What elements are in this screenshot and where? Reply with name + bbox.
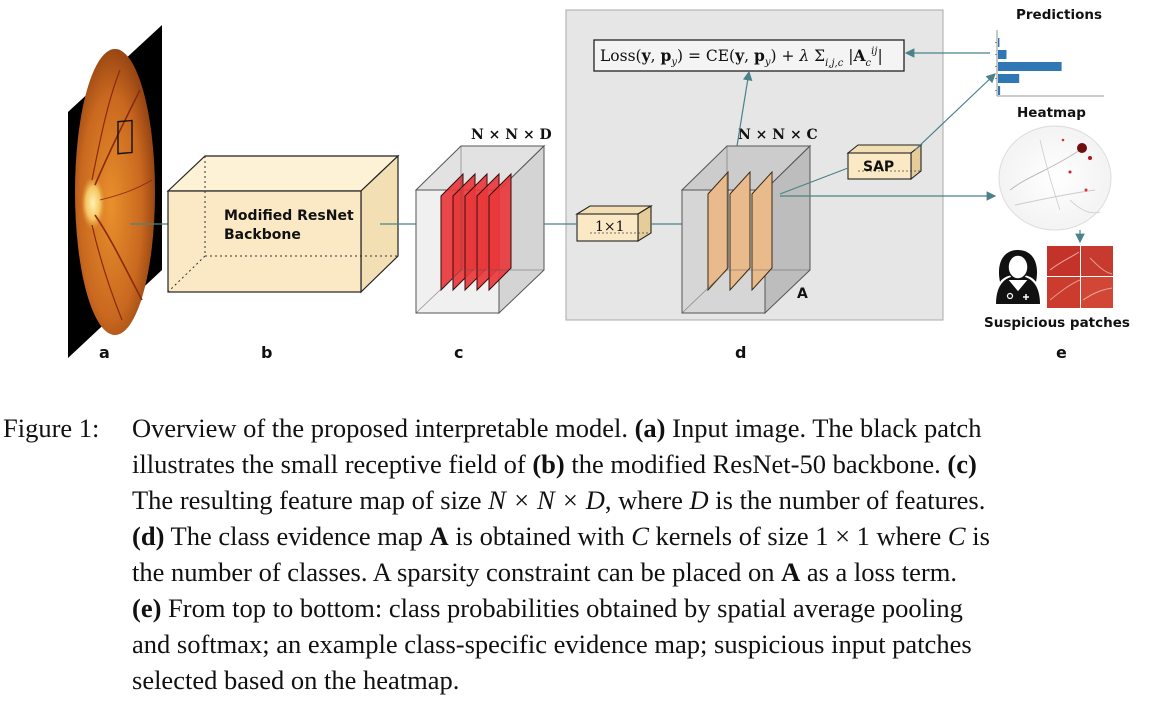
evidence-map: N × N × C A bbox=[680, 127, 818, 315]
evidence-map-symbol: A bbox=[797, 286, 808, 302]
caption-line: the number of classes. A sparsity constr… bbox=[132, 557, 957, 587]
caption-line: The resulting feature map of size N × N … bbox=[132, 485, 986, 515]
doctor-icon bbox=[996, 250, 1040, 304]
caption-line: selected based on the heatmap. bbox=[132, 665, 460, 695]
loss-formula: Loss(y, py) = CE(y, py) + λ Σi,j,c |Acij… bbox=[600, 46, 883, 69]
evidence-channels bbox=[707, 170, 773, 292]
prediction-bar bbox=[998, 86, 1001, 95]
loss-box: Loss(y, py) = CE(y, py) + λ Σi,j,c |Acij… bbox=[593, 39, 905, 72]
backbone-label-2: Backbone bbox=[224, 227, 301, 243]
sap-label: SAP bbox=[863, 159, 894, 175]
heatmap: Heatmap bbox=[998, 105, 1112, 231]
prediction-bar bbox=[998, 50, 1007, 59]
panel-label-b: b bbox=[261, 343, 272, 362]
feature-channels bbox=[440, 172, 512, 292]
patches-label: Suspicious patches bbox=[984, 315, 1130, 331]
suspicious-patches: Suspicious patches bbox=[984, 246, 1130, 331]
flow-arrows bbox=[736, 48, 1085, 244]
predictions-label: Predictions bbox=[1016, 7, 1102, 23]
conv-label: 1×1 bbox=[595, 219, 625, 235]
prediction-bar bbox=[998, 62, 1062, 71]
panel-label-d: d bbox=[735, 343, 746, 362]
caption-line: Overview of the proposed interpretable m… bbox=[132, 413, 982, 443]
backbone-box: Modified ResNet Backbone bbox=[166, 154, 400, 294]
figure-label: Figure 1: bbox=[3, 413, 100, 443]
sap-block: SAP bbox=[846, 143, 923, 181]
evidence-channel-sheet bbox=[751, 170, 773, 292]
input-image bbox=[68, 25, 162, 358]
caption-line: illustrates the small receptive field of… bbox=[132, 449, 977, 479]
panel-label-e: e bbox=[1056, 343, 1067, 362]
evidence-map-dims: N × N × C bbox=[738, 127, 818, 143]
panel-label-a: a bbox=[99, 343, 110, 362]
feature-map: N × N × D bbox=[414, 127, 552, 315]
prediction-bar bbox=[998, 38, 1000, 47]
feature-map-dims: N × N × D bbox=[471, 127, 552, 143]
backbone-label: Modified ResNet bbox=[224, 208, 354, 224]
architecture-diagram: Modified ResNet Backbone N × N × D Loss(… bbox=[68, 7, 1130, 362]
evidence-channel-sheet bbox=[707, 170, 729, 292]
heatmap-label: Heatmap bbox=[1017, 105, 1086, 121]
evidence-channel-sheet bbox=[729, 170, 751, 292]
caption-line: and softmax; an example class-specific e… bbox=[132, 629, 972, 659]
caption-line: (e) From top to bottom: class probabilit… bbox=[132, 593, 963, 623]
panel-label-c: c bbox=[454, 343, 463, 362]
conv-1x1-block: 1×1 bbox=[575, 205, 653, 242]
prediction-bar bbox=[998, 74, 1020, 83]
figure-caption: Figure 1: Overview of the proposed inter… bbox=[0, 410, 1162, 705]
receptive-field-patch bbox=[117, 119, 133, 155]
feature-channel-sheet bbox=[488, 172, 512, 292]
caption-line: (d) The class evidence map A is obtained… bbox=[132, 521, 990, 551]
predictions-chart: Predictions bbox=[995, 7, 1104, 97]
